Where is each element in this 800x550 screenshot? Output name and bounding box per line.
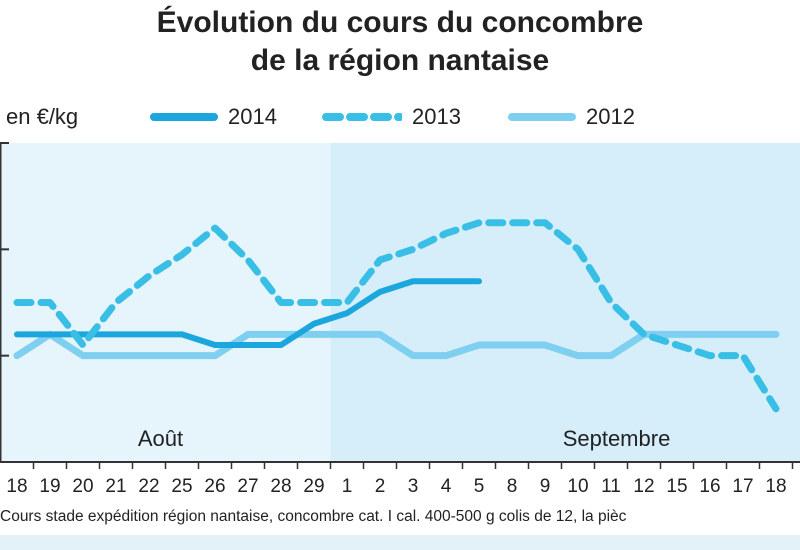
x-tick-label: 10: [567, 476, 588, 497]
x-tick-label: 11: [601, 476, 621, 497]
x-tick-label: 26: [204, 476, 225, 497]
legend-label-2014: 2014: [228, 104, 277, 129]
month-label-0: Août: [138, 426, 183, 451]
x-tick-label: 3: [408, 476, 419, 497]
month-panel-aout: [0, 143, 331, 462]
series-line-2012: [13, 330, 780, 360]
chart-title-line-1: Évolution du cours du concombre: [156, 6, 644, 39]
bottom-band: [0, 535, 800, 550]
x-tick-label: 2: [375, 476, 386, 497]
legend-swatch-2013: [322, 113, 402, 121]
chart-title: Évolution du cours du concombre de la ré…: [0, 4, 800, 80]
legend-swatch-2014: [150, 113, 218, 121]
x-tick-label: 4: [441, 476, 452, 497]
y-axis-unit-label: en €/kg: [6, 104, 79, 129]
legend-label-2012: 2012: [586, 104, 635, 129]
chart-title-line-2: de la région nantaise: [250, 44, 550, 77]
x-tick-label: 18: [765, 476, 786, 497]
month-panel-septembre: [330, 143, 800, 462]
x-tick-label: 12: [633, 476, 654, 497]
x-tick-label: 20: [72, 476, 93, 497]
x-tick-label: 5: [474, 476, 485, 497]
x-tick-label: 15: [666, 476, 687, 497]
x-tick-label: 29: [303, 476, 324, 497]
x-tick-label: 8: [507, 476, 518, 497]
x-tick-label: 18: [6, 476, 27, 497]
legend-swatch-2012: [508, 113, 576, 121]
x-tick-label: 27: [237, 476, 258, 497]
x-tick-label: 1: [342, 476, 353, 497]
legend-label-2013: 2013: [412, 104, 461, 129]
x-tick-label: 28: [270, 476, 291, 497]
x-tick-label: 17: [732, 476, 753, 497]
footnote: Cours stade expédition région nantaise, …: [0, 508, 627, 525]
x-tick-label: 9: [540, 476, 551, 497]
x-tick-label: 19: [39, 476, 60, 497]
x-tick-label: 22: [138, 476, 159, 497]
month-label-1: Septembre: [563, 426, 671, 451]
series-line-2013: [13, 219, 780, 413]
x-tick-label: 21: [105, 476, 126, 497]
x-tick-label: 16: [699, 476, 720, 497]
x-tick-label: 25: [171, 476, 192, 497]
